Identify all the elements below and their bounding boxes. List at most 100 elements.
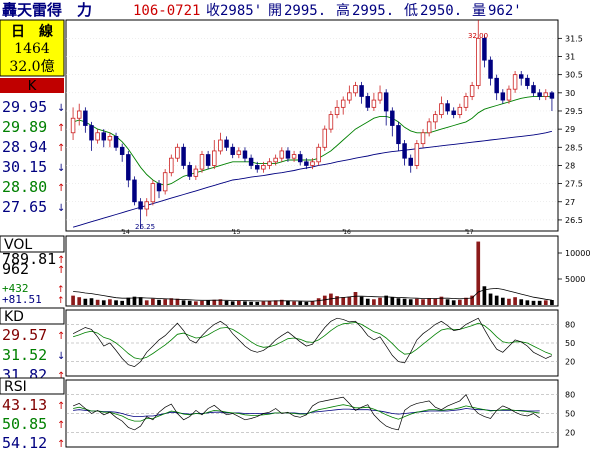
open-label: 開	[268, 3, 282, 19]
volume-bar	[488, 293, 493, 305]
volume-bar	[310, 301, 315, 305]
candle-down	[187, 165, 192, 177]
rsi-lines	[72, 394, 540, 431]
volume-bar	[433, 298, 438, 305]
high-annotation: 32.00	[468, 32, 488, 40]
candle-down	[248, 157, 254, 166]
volume-bar	[101, 300, 106, 305]
candle-up	[512, 74, 518, 90]
candle-down	[494, 77, 499, 94]
volume-bar	[243, 301, 247, 305]
vol-header-label: VOL	[4, 237, 32, 253]
volume-bar	[451, 300, 456, 305]
volume-bar	[537, 300, 542, 305]
ma-arrow: ↓	[57, 103, 65, 114]
candle-down	[451, 110, 456, 116]
volume-bar	[175, 298, 180, 305]
rsi-arrow: ↑	[57, 439, 65, 450]
kd-header-box	[0, 307, 65, 325]
candle-up	[76, 110, 82, 119]
price-tick-label: 27.5	[565, 180, 583, 189]
volume-bar	[384, 295, 389, 305]
candle-down	[101, 132, 107, 141]
candle-down	[445, 103, 450, 112]
volume-bar	[464, 297, 468, 305]
stock-name: 轟天雷得 力	[2, 1, 92, 19]
volume-bar	[194, 301, 198, 305]
ma-arrow: ↑	[57, 123, 65, 134]
vol-arrow: ↑	[57, 255, 65, 266]
candle-down	[224, 139, 229, 148]
volume-bar	[372, 299, 376, 305]
vol-arrow: ↑	[57, 265, 65, 276]
vol-value: 789.81	[2, 250, 56, 268]
high-value: 2995.	[352, 3, 394, 19]
candle-down	[402, 143, 407, 159]
candle-up	[439, 103, 444, 116]
candle-down	[119, 146, 125, 155]
volume-bar	[114, 300, 118, 305]
volume-bar	[421, 299, 425, 305]
candle-up	[469, 85, 475, 97]
price-annotations: 32.00 26.25	[135, 32, 488, 231]
candle-down	[500, 92, 506, 101]
kd-value: 29.57	[2, 326, 47, 344]
candle-up	[193, 168, 199, 177]
ma-arrow: ↑	[57, 143, 65, 154]
ma-values: 29.95 ↓ 29.89 ↑ 28.94 ↑ 30.15 ↓ 28.80 ↑ 27.65 ↓	[2, 98, 65, 216]
candle-up	[543, 92, 549, 97]
candle-down	[531, 85, 536, 94]
price-tick-label: 30.5	[565, 71, 583, 80]
kd-lines	[72, 317, 553, 367]
rsi-tick-label: 80	[565, 391, 575, 400]
price-tick-label: 29	[565, 125, 575, 134]
volume-ma-line	[73, 287, 552, 302]
candle-down	[138, 201, 143, 210]
volume-bar	[267, 300, 272, 305]
kd-tick-label: 20	[565, 358, 575, 367]
volume-bar	[230, 301, 235, 305]
close-label: 收	[206, 3, 220, 19]
x-tick-label: 17	[466, 229, 474, 236]
candle-up	[218, 139, 223, 152]
kd-axis: 80 50 20	[66, 320, 575, 367]
close-value: 2985'	[220, 3, 262, 19]
candle-down	[132, 179, 137, 203]
volume-bar	[138, 297, 143, 305]
volume-bar	[396, 298, 401, 305]
volume-bar	[427, 298, 431, 305]
rsi-arrow: ↑	[57, 401, 65, 412]
volume-bar	[144, 300, 149, 305]
vol-header-box	[0, 235, 65, 253]
candle-up	[433, 114, 438, 123]
candle-up	[316, 146, 321, 163]
candle-up	[353, 85, 358, 94]
ma-value: 27.65	[2, 198, 47, 216]
volume-bar	[132, 296, 137, 305]
volume-bar	[95, 299, 100, 305]
period-label: 日 線	[11, 23, 53, 40]
volume-bar	[390, 297, 395, 305]
candle-up	[328, 114, 334, 130]
candle-up	[347, 92, 352, 101]
rsi-arrow: ↑	[57, 420, 65, 431]
volume-bar	[249, 301, 253, 305]
volume-bar	[273, 300, 278, 305]
low-label: 低	[404, 3, 418, 19]
rsi-long-line	[73, 408, 540, 418]
candle-down	[297, 154, 303, 163]
rsi-header-label: RSI	[4, 379, 27, 395]
candle-up	[199, 154, 205, 170]
candle-up	[340, 99, 346, 108]
volume-bar	[163, 299, 167, 305]
volume-bar	[126, 297, 131, 305]
volume-bar	[187, 300, 192, 305]
candle-down	[113, 135, 119, 148]
volume-bar	[316, 298, 321, 305]
candle-up	[175, 146, 180, 159]
volume-bar	[77, 297, 82, 305]
vol-change-arrow: ↑	[57, 296, 65, 306]
price-tick-label: 31	[565, 53, 575, 62]
volume-bar	[519, 299, 524, 305]
